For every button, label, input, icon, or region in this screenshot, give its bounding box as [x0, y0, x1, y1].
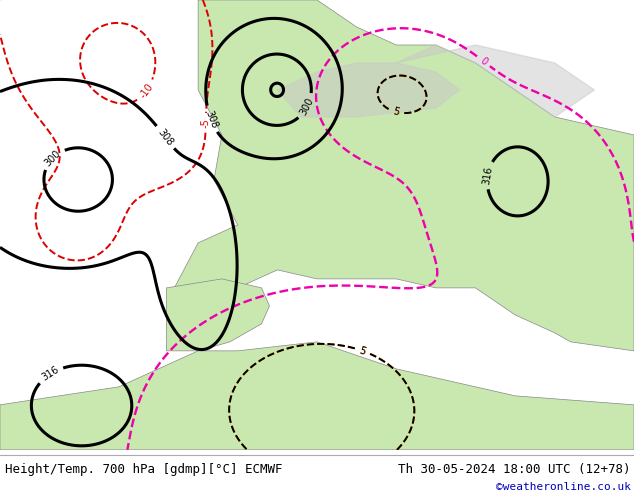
Text: 5: 5 [392, 106, 401, 118]
Text: 5: 5 [358, 345, 367, 357]
Text: 5: 5 [358, 345, 367, 357]
Text: 300: 300 [299, 96, 316, 117]
Text: ©weatheronline.co.uk: ©weatheronline.co.uk [496, 482, 631, 490]
Polygon shape [278, 63, 460, 117]
Text: 316: 316 [481, 165, 494, 185]
Text: 300: 300 [43, 148, 63, 168]
Text: 308: 308 [155, 127, 175, 147]
Text: Height/Temp. 700 hPa [gdmp][°C] ECMWF: Height/Temp. 700 hPa [gdmp][°C] ECMWF [5, 464, 283, 476]
Text: Th 30-05-2024 18:00 UTC (12+78): Th 30-05-2024 18:00 UTC (12+78) [398, 464, 631, 476]
Text: 308: 308 [203, 109, 219, 129]
Polygon shape [396, 45, 595, 117]
Text: 316: 316 [40, 365, 61, 383]
Text: -10: -10 [138, 81, 155, 100]
Text: 0: 0 [478, 55, 489, 67]
Text: 5: 5 [392, 106, 401, 118]
Text: -5: -5 [201, 118, 211, 128]
